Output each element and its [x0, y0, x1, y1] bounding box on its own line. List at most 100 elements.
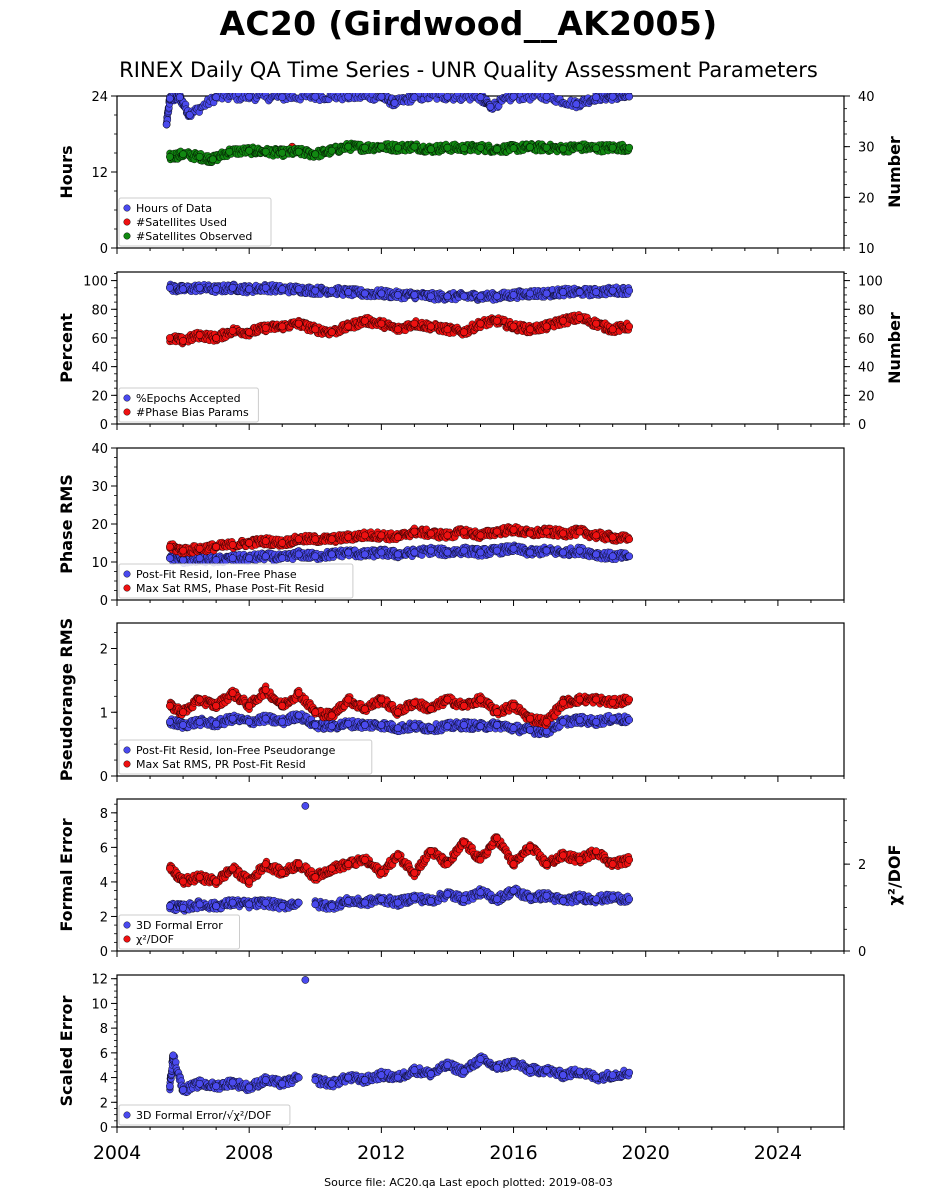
data-point: [427, 292, 435, 301]
data-point: [476, 143, 485, 152]
data-point: [476, 548, 485, 557]
data-point: [278, 717, 287, 726]
data-point: [179, 336, 187, 345]
data-point: [166, 542, 174, 551]
data-point: [509, 544, 518, 553]
data-point: [195, 331, 204, 339]
data-point: [394, 325, 402, 334]
y2-tick-label: 80: [858, 303, 875, 318]
legend-marker: [123, 584, 131, 592]
data-point: [460, 328, 468, 337]
data-point: [394, 143, 402, 152]
data-point: [294, 147, 303, 156]
data-point: [476, 319, 485, 328]
y-tick-label: 40: [91, 442, 108, 457]
data-point: [427, 322, 435, 331]
data-point: [575, 314, 584, 322]
data-point: [377, 721, 386, 729]
data-point: [294, 711, 303, 720]
data-point: [526, 143, 534, 152]
data-point: [443, 143, 452, 152]
data-point: [327, 535, 336, 544]
data-point: [327, 328, 336, 337]
data-point: [542, 143, 551, 152]
data-point: [294, 535, 303, 544]
y-tick-label: 20: [91, 389, 108, 404]
data-point: [212, 719, 220, 728]
data-point: [195, 544, 204, 553]
data-point: [493, 316, 501, 325]
y-tick-label: 80: [91, 303, 108, 318]
data-point: [166, 334, 174, 342]
data-point: [245, 146, 254, 155]
data-point: [486, 102, 495, 111]
data-point: [225, 147, 234, 156]
data-point: [394, 724, 402, 733]
y2-tick-label: 20: [858, 389, 875, 404]
y-tick-label: 1: [100, 706, 108, 721]
data-point: [377, 548, 386, 557]
data-point: [427, 724, 435, 733]
y-axis-label: Pseudorange RMS: [57, 618, 76, 781]
data-point: [212, 93, 220, 102]
data-point: [212, 542, 220, 551]
data-point: [394, 550, 402, 559]
data-point: [559, 316, 567, 325]
y-tick-label: 0: [100, 770, 108, 785]
data-point: [278, 539, 287, 547]
data-point: [344, 533, 353, 542]
data-point: [559, 144, 567, 153]
y2-tick-label: 40: [858, 361, 875, 376]
data-point: [261, 714, 270, 723]
data-point: [592, 550, 601, 559]
legend-marker: [123, 570, 131, 578]
y2-tick-label: 30: [858, 141, 875, 156]
data-point: [228, 554, 237, 563]
data-point: [261, 537, 270, 545]
data-point: [476, 292, 485, 301]
data-point: [195, 554, 204, 563]
data-point: [476, 531, 485, 540]
data-point: [608, 552, 617, 561]
data-point: [394, 291, 402, 299]
y2-axis-label: Number: [885, 136, 904, 208]
y2-tick-label: 20: [858, 191, 875, 206]
data-point: [410, 291, 419, 299]
data-point: [427, 529, 435, 538]
data-point: [410, 319, 419, 328]
data-point: [360, 550, 369, 559]
data-point: [526, 325, 534, 334]
data-point: [608, 325, 617, 334]
data-point: [592, 144, 601, 153]
legend-entry: #Satellites Used: [136, 216, 227, 229]
data-point: [360, 289, 369, 298]
data-point: [575, 527, 584, 536]
data-points: [162, 93, 634, 166]
data-point: [212, 334, 220, 342]
data-point: [509, 93, 518, 101]
data-point: [542, 546, 551, 555]
data-points: [166, 280, 634, 348]
data-point: [427, 145, 435, 154]
data-point: [608, 714, 617, 723]
data-point: [575, 288, 584, 296]
data-point: [261, 552, 270, 561]
data-point: [493, 292, 501, 301]
data-point: [245, 539, 254, 547]
data-point: [592, 288, 601, 296]
data-point: [327, 286, 336, 295]
data-point: [410, 142, 419, 151]
panel-2: 020406080100Percent020406080100Number%Ep…: [57, 271, 904, 433]
data-point: [526, 529, 534, 538]
data-point: [509, 724, 518, 733]
data-point: [377, 93, 386, 101]
data-point: [377, 531, 386, 540]
y-tick-label: 12: [91, 166, 108, 181]
data-point: [195, 152, 204, 161]
legend-entry: #Phase Bias Params: [136, 406, 249, 419]
data-point: [526, 548, 534, 557]
data-point: [195, 717, 204, 726]
data-point: [460, 527, 468, 536]
